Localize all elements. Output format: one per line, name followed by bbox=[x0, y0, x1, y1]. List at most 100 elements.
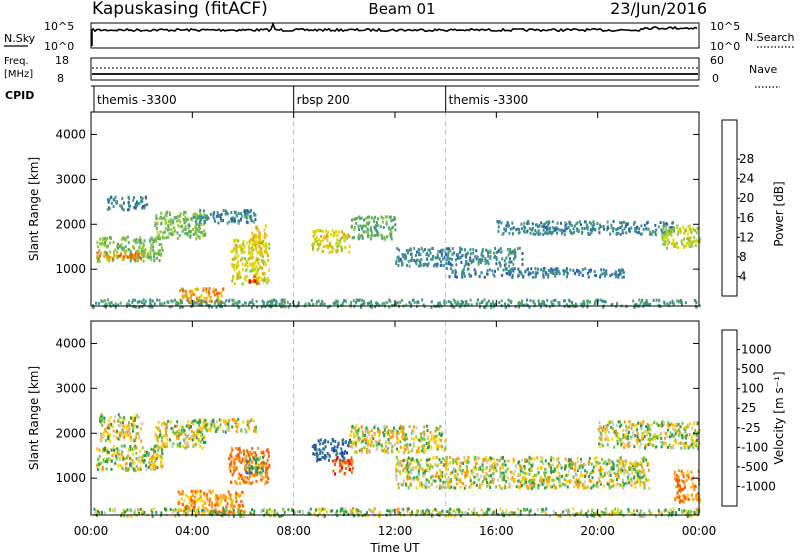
range-cell bbox=[615, 275, 618, 279]
range-cell bbox=[387, 438, 390, 442]
range-cell bbox=[331, 447, 334, 451]
range-cell bbox=[598, 227, 601, 231]
range-cell bbox=[661, 237, 664, 241]
range-cell bbox=[619, 483, 622, 487]
range-cell bbox=[129, 256, 132, 260]
range-cell bbox=[531, 222, 534, 226]
range-cell bbox=[399, 300, 402, 304]
range-cell bbox=[487, 474, 490, 478]
range-cell bbox=[514, 305, 517, 309]
range-cell bbox=[687, 446, 690, 450]
range-cell bbox=[434, 256, 437, 260]
range-cell bbox=[237, 300, 240, 303]
range-cell bbox=[211, 511, 214, 514]
range-cell bbox=[383, 235, 386, 239]
range-cell bbox=[496, 220, 499, 224]
range-cell bbox=[505, 272, 508, 276]
range-cell bbox=[664, 230, 666, 234]
range-cell bbox=[163, 230, 166, 234]
range-cell bbox=[154, 252, 157, 255]
range-cell bbox=[494, 466, 497, 469]
range-cell bbox=[696, 430, 699, 434]
range-cell bbox=[442, 257, 444, 261]
range-cell bbox=[362, 230, 365, 234]
range-cell bbox=[696, 439, 698, 442]
range-cell bbox=[311, 243, 314, 247]
range-cell bbox=[688, 228, 691, 232]
range-cell bbox=[241, 256, 244, 260]
range-cell bbox=[666, 435, 669, 439]
range-cell bbox=[436, 256, 439, 260]
range-cell bbox=[137, 252, 140, 256]
range-cell bbox=[639, 480, 642, 484]
range-cell bbox=[155, 437, 158, 441]
range-cell bbox=[193, 299, 196, 303]
range-cell bbox=[475, 249, 478, 253]
range-cell bbox=[548, 475, 551, 479]
range-cell bbox=[374, 305, 377, 309]
range-cell bbox=[197, 215, 200, 218]
range-cell bbox=[398, 427, 401, 430]
range-cell bbox=[153, 451, 155, 455]
range-cell bbox=[107, 450, 110, 454]
range-cell bbox=[326, 452, 329, 455]
range-cell bbox=[194, 226, 197, 230]
range-cell bbox=[114, 195, 117, 199]
range-cell bbox=[151, 464, 154, 467]
range-cell bbox=[245, 459, 248, 463]
range-cell bbox=[397, 486, 400, 490]
range-cell bbox=[348, 462, 351, 465]
range-cell bbox=[341, 438, 344, 442]
range-cell bbox=[116, 452, 119, 456]
range-cell bbox=[420, 435, 423, 439]
range-cell bbox=[185, 424, 188, 428]
range-cell bbox=[161, 436, 163, 440]
range-cell bbox=[260, 246, 263, 250]
range-cell bbox=[511, 275, 514, 279]
range-cell bbox=[580, 302, 583, 306]
range-cell bbox=[164, 218, 167, 222]
range-cell bbox=[200, 231, 203, 235]
range-cell bbox=[103, 299, 106, 303]
range-cell bbox=[192, 422, 195, 426]
range-cell bbox=[623, 420, 626, 424]
range-cell bbox=[614, 432, 617, 436]
range-cell bbox=[321, 250, 324, 253]
range-cell bbox=[528, 472, 531, 476]
range-cell bbox=[507, 270, 510, 273]
range-cell bbox=[607, 226, 610, 230]
range-cell bbox=[464, 475, 467, 479]
range-cell bbox=[103, 420, 106, 424]
range-cell bbox=[236, 303, 239, 306]
range-cell bbox=[340, 230, 343, 234]
range-cell bbox=[633, 468, 636, 471]
range-cell bbox=[274, 303, 277, 307]
range-cell bbox=[256, 470, 259, 474]
range-cell bbox=[376, 232, 379, 236]
range-cell bbox=[191, 438, 194, 442]
range-cell bbox=[334, 440, 337, 443]
range-cell bbox=[586, 485, 589, 489]
range-cell bbox=[247, 420, 250, 424]
range-cell bbox=[188, 506, 191, 510]
range-cell bbox=[393, 426, 395, 430]
range-cell bbox=[133, 206, 136, 209]
range-cell bbox=[427, 479, 430, 483]
range-cell bbox=[458, 479, 461, 483]
range-cell bbox=[249, 471, 252, 475]
range-cell bbox=[542, 225, 545, 228]
range-cell bbox=[530, 484, 533, 488]
range-cell bbox=[512, 257, 515, 261]
range-cell bbox=[203, 221, 206, 225]
range-cell bbox=[143, 206, 146, 210]
range-cell bbox=[598, 461, 601, 465]
range-cell bbox=[623, 482, 626, 486]
range-cell bbox=[692, 440, 695, 444]
range-cell bbox=[407, 456, 410, 460]
range-cell bbox=[527, 485, 530, 489]
range-cell bbox=[237, 447, 240, 451]
range-cell bbox=[680, 433, 683, 437]
range-cell bbox=[581, 268, 584, 272]
range-cell bbox=[424, 447, 427, 451]
